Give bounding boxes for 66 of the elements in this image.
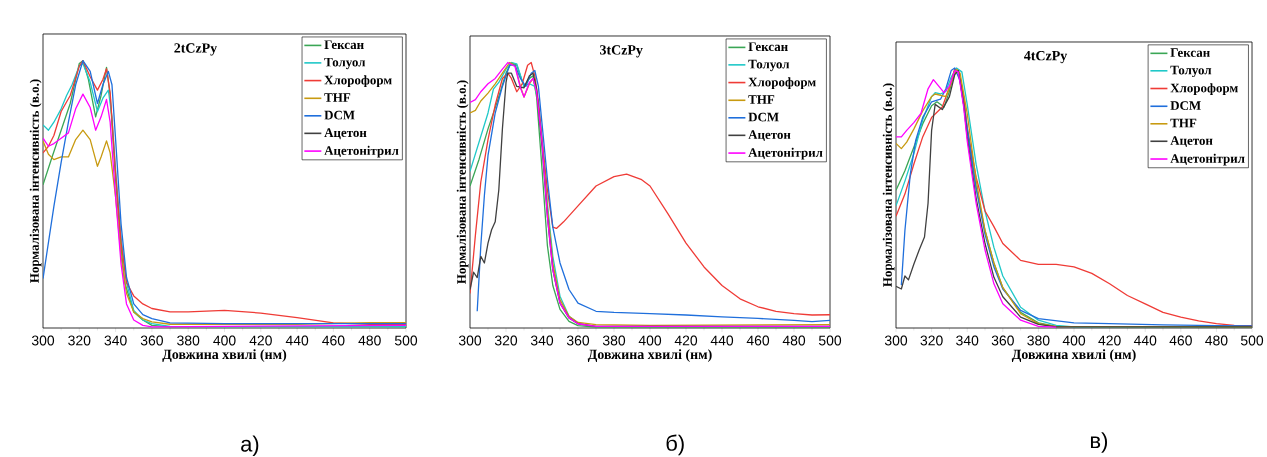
legend-label: DCM [324, 110, 355, 120]
x-tick-label: 500 [1240, 335, 1264, 346]
x-tick-label: 440 [710, 335, 734, 346]
x-tick-label: 320 [920, 335, 943, 346]
x-tick-label: 300 [31, 335, 55, 346]
text: б) [666, 434, 684, 456]
legend-label: Ацетонітрил [748, 147, 823, 160]
x-tick-label: 320 [68, 335, 91, 346]
legend-label: THF [324, 93, 351, 102]
legend-label: DCM [748, 112, 779, 122]
legend-label: Ацетон [748, 130, 791, 142]
x-tick-label: 500 [394, 335, 418, 346]
x-tick-label: 400 [638, 335, 662, 346]
legend-label: Толуол [1170, 65, 1212, 78]
x-tick-label: 380 [177, 335, 200, 346]
x-tick-label: 480 [358, 335, 381, 346]
legend-label: THF [1170, 118, 1197, 128]
x-tick-label: 460 [322, 335, 345, 346]
legend-label: THF [748, 95, 775, 104]
x-tick-label: 400 [1062, 335, 1086, 346]
text: в) [1090, 432, 1108, 453]
chart-title: 2tCzPy [174, 43, 218, 56]
text: а) [241, 435, 259, 457]
x-tick-label: 360 [140, 335, 163, 346]
x-tick-label: 420 [674, 335, 698, 346]
x-tick-label: 500 [818, 335, 842, 346]
x-tick-label: 340 [530, 335, 554, 346]
x-tick-label: 360 [991, 335, 1014, 346]
y-axis-title: Нормалізована інтенсивність (в.о.) [456, 80, 469, 284]
x-tick-label: 300 [458, 335, 482, 346]
x-tick-label: 320 [494, 335, 518, 346]
x-tick-label: 380 [1027, 335, 1050, 346]
chart-title: 4tCzPy [1024, 50, 1068, 64]
legend-label: Толуол [748, 59, 790, 72]
legend-label: Ацетонітрил [1170, 153, 1245, 166]
legend-label: Ацетон [1170, 136, 1213, 148]
x-tick-label: 400 [213, 335, 236, 346]
x-axis-title: Довжина хвилі (нм) [587, 349, 712, 362]
x-tick-label: 460 [746, 335, 770, 346]
legend-label: Хлороформ [324, 75, 392, 88]
x-tick-label: 340 [956, 335, 979, 346]
y-axis-title: Нормалізована інтенсивність (в.о.) [29, 79, 42, 283]
legend-label: Гексан [324, 40, 364, 50]
legend-label: Гексан [748, 42, 788, 52]
y-axis-title: Нормалізована інтенсивність (в.о.) [882, 83, 895, 287]
x-tick-label: 480 [782, 335, 806, 346]
legend-label: DCM [1170, 101, 1201, 110]
legend-label: Ацетон [324, 128, 367, 140]
legend-label: Гексан [1170, 48, 1210, 57]
legend-label: Ацетонітрил [324, 145, 399, 158]
x-tick-label: 420 [249, 335, 272, 346]
legend-label: Хлороформ [1170, 83, 1238, 95]
x-axis-title: Довжина хвилі (нм) [162, 349, 287, 362]
x-tick-label: 460 [1169, 335, 1192, 346]
x-tick-label: 480 [1205, 335, 1228, 346]
x-tick-label: 360 [566, 335, 590, 346]
x-tick-label: 380 [602, 335, 626, 346]
x-tick-label: 300 [884, 335, 908, 346]
x-tick-label: 440 [285, 335, 309, 346]
legend-label: Хлороформ [748, 77, 816, 90]
legend-label: Толуол [324, 57, 366, 70]
chart-title: 3tCzPy [600, 45, 643, 58]
x-tick-label: 340 [104, 335, 127, 346]
x-tick-label: 420 [1098, 335, 1121, 346]
x-axis-title: Довжина хвилі (нм) [1011, 349, 1136, 362]
x-tick-label: 440 [1133, 335, 1157, 346]
